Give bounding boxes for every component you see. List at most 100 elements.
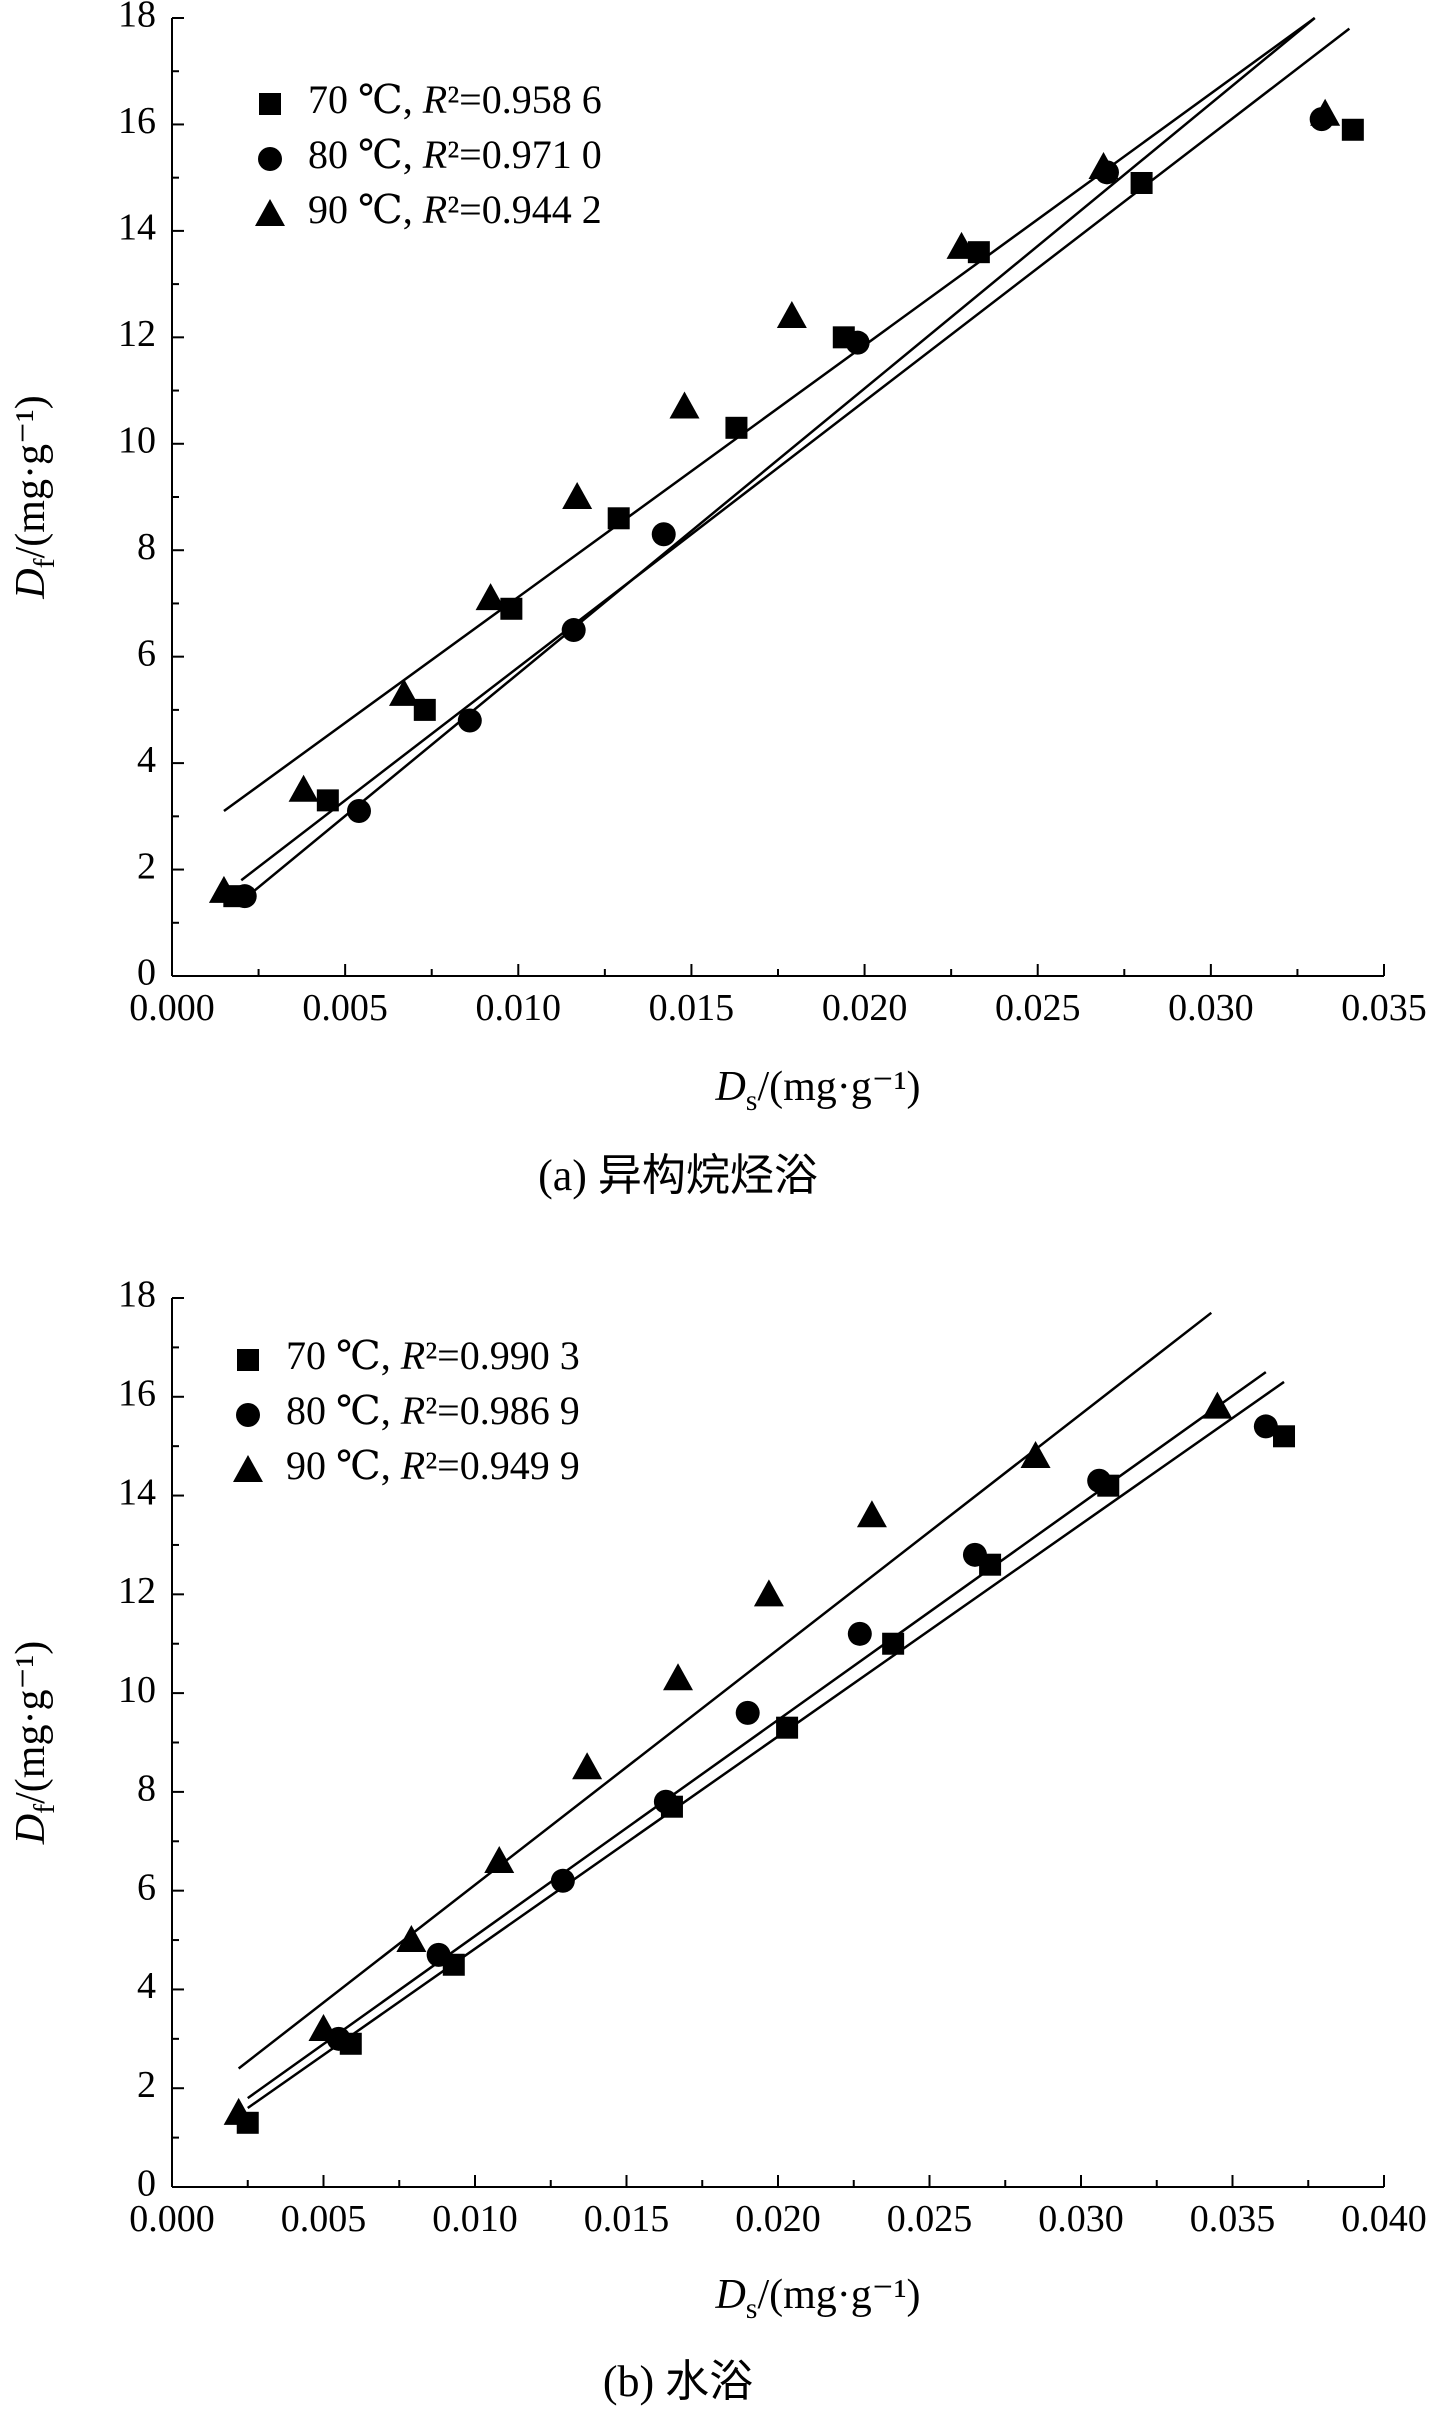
chart-b-x-tick-label: 0.035 (1190, 2198, 1276, 2240)
chart-a-y-tick-label: 16 (118, 100, 156, 142)
chart-a-y-tick-label: 12 (118, 313, 156, 355)
chart-b-legend-label-triangle: 90 ℃, R²=0.949 9 (286, 1443, 580, 1488)
chart-a-y-tick-label: 6 (137, 632, 156, 674)
chart-b-y-tick-label: 18 (118, 1274, 156, 1316)
chart-b-point-circle (962, 1542, 987, 1567)
chart-a-y-tick-label: 4 (137, 739, 156, 781)
chart-a-point-circle (561, 618, 586, 643)
chart-a-x-axis-label: Ds/(mg·g⁻¹) (714, 1064, 920, 1117)
chart-a-point-triangle (475, 583, 506, 611)
chart-b-y-tick-label: 12 (118, 1570, 156, 1612)
chart-a-point-triangle (389, 678, 420, 706)
chart-b-y-tick-label: 2 (137, 2064, 156, 2106)
chart-b-point-triangle (308, 2013, 339, 2041)
chart-a-point-circle (232, 884, 257, 909)
chart-b-y-tick-label: 0 (137, 2163, 156, 2205)
chart-a-x-tick-label: 0.025 (995, 987, 1081, 1029)
chart-a-legend-label-triangle: 90 ℃, R²=0.944 2 (308, 187, 602, 232)
chart-a-fit-line-square (240, 17, 1316, 903)
chart-b-caption: (b) 水浴 (603, 2357, 753, 2406)
chart-a-legend-label-square: 70 ℃, R²=0.958 6 (308, 77, 602, 122)
chart-a-y-tick-label: 2 (137, 845, 156, 887)
chart-a-x-tick-label: 0.030 (1168, 987, 1254, 1029)
chart-a-point-square (1341, 118, 1364, 141)
chart-a-point-circle (346, 799, 371, 824)
chart-a-point-triangle (776, 301, 807, 329)
chart-a-caption: (a) 异构烷烃浴 (538, 1151, 818, 1200)
chart-a-point-triangle (208, 875, 239, 903)
chart-b-point-circle (653, 1789, 678, 1814)
chart-b-point-triangle (856, 1500, 887, 1528)
chart-b-y-tick-label: 8 (137, 1768, 156, 1810)
chart-b-point-circle (426, 1942, 451, 1967)
chart-a-fit-line-triangle (223, 16, 1316, 813)
chart-b-point-circle (1253, 1414, 1278, 1439)
chart-a-point-square (316, 789, 339, 812)
chart-a-point-square (413, 698, 436, 721)
chart-b-y-tick-label: 16 (118, 1372, 156, 1414)
chart-b-point-square (776, 1716, 799, 1739)
chart-b-point-triangle (1202, 1391, 1233, 1419)
chart-b-y-tick-label: 4 (137, 1965, 156, 2007)
chart-a-x-tick-label: 0.015 (649, 987, 735, 1029)
chart-b-legend-marker-triangle (233, 1455, 263, 1482)
chart-a-fit-line-circle (240, 27, 1351, 882)
chart-a-point-square (607, 507, 630, 530)
chart-a-x-tick-label: 0.000 (129, 987, 215, 1029)
chart-a-y-tick-label: 0 (137, 952, 156, 994)
chart-b-x-tick-label: 0.040 (1341, 2198, 1427, 2240)
chart-a-y-tick-label: 14 (118, 207, 156, 249)
chart-b-point-circle (1087, 1468, 1112, 1493)
chart-b-point-triangle (223, 2097, 254, 2125)
chart-a-point-triangle (562, 482, 593, 509)
chart-a-legend-marker-square (259, 93, 281, 115)
chart-a-point-circle (457, 708, 482, 733)
chart-b-x-tick-label: 0.005 (281, 2198, 367, 2240)
chart-a-x-tick-label: 0.035 (1341, 987, 1427, 1029)
chart-a-y-axis-label: Df/(mg·g⁻¹) (8, 395, 61, 599)
chart-b-legend-label-circle: 80 ℃, R²=0.986 9 (286, 1388, 580, 1433)
chart-a-y-tick-label: 8 (137, 526, 156, 568)
chart-b-point-triangle (572, 1752, 603, 1780)
chart-b-point-triangle (1020, 1441, 1051, 1469)
chart-b-point-triangle (484, 1846, 515, 1874)
chart-b-point-triangle (396, 1925, 427, 1953)
chart-b-legend-marker-circle (236, 1403, 260, 1427)
chart-b-x-tick-label: 0.020 (735, 2198, 821, 2240)
chart-b-fit-line-square (247, 1380, 1285, 2110)
chart-a-point-square (500, 597, 523, 620)
chart-a-x-tick-label: 0.020 (822, 987, 908, 1029)
chart-a-point-triangle (946, 231, 977, 259)
chart-a-point-circle (651, 522, 676, 547)
chart-b-fit-line-circle (247, 1371, 1267, 2100)
chart-b-y-tick-label: 10 (118, 1669, 156, 1711)
chart-b-x-tick-label: 0.010 (432, 2198, 518, 2240)
chart-b-y-axis-label: Df/(mg·g⁻¹) (8, 1641, 61, 1845)
chart-b-point-circle (847, 1621, 872, 1646)
chart-b-point-square (1273, 1425, 1296, 1448)
chart-b-point-triangle (753, 1579, 784, 1607)
chart-b-x-tick-label: 0.030 (1038, 2198, 1124, 2240)
chart-b-x-tick-label: 0.025 (887, 2198, 973, 2240)
chart-a-legend-marker-circle (258, 147, 282, 171)
chart-a-point-circle (845, 330, 870, 355)
chart-a-point-triangle (669, 391, 700, 419)
chart-b-x-axis-label: Ds/(mg·g⁻¹) (714, 2272, 920, 2325)
chart-a-y-tick-label: 18 (118, 0, 156, 36)
chart-b-legend-label-square: 70 ℃, R²=0.990 3 (286, 1333, 580, 1378)
chart-b-point-square (882, 1632, 905, 1655)
chart-a-point-square (1130, 171, 1153, 194)
chart-a-point-square (725, 416, 748, 439)
chart-b-y-tick-label: 14 (118, 1471, 156, 1513)
chart-b-point-circle (550, 1868, 575, 1893)
chart-a-point-triangle (288, 774, 319, 802)
chart-a-legend-marker-triangle (255, 199, 285, 226)
chart-a-legend-label-circle: 80 ℃, R²=0.971 0 (308, 132, 602, 177)
chart-b-y-tick-label: 6 (137, 1866, 156, 1908)
chart-a-x-tick-label: 0.005 (302, 987, 388, 1029)
chart-a-point-triangle (1310, 98, 1341, 126)
chart-b-fit-line-triangle (237, 1311, 1213, 2070)
chart-b-legend-marker-square (237, 1349, 259, 1371)
chart-a-y-tick-label: 10 (118, 419, 156, 461)
